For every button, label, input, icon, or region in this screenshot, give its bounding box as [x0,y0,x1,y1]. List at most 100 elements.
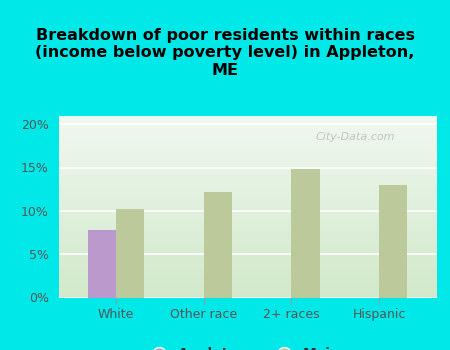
Bar [58,229,436,230]
Bar [58,230,436,231]
Bar [58,287,436,288]
Bar [58,136,436,137]
Bar [58,158,436,159]
Bar [58,242,436,243]
Bar [58,116,436,117]
Bar [116,209,144,298]
Bar [58,184,436,185]
Bar [58,294,436,295]
Bar [58,182,436,183]
Bar [58,166,436,167]
Bar [58,292,436,293]
Bar [58,173,436,174]
Bar [58,128,436,129]
Bar [58,282,436,283]
Bar [58,238,436,239]
Bar [58,256,436,257]
Bar [58,127,436,128]
Bar [58,236,436,237]
Bar [58,286,436,287]
Text: Breakdown of poor residents within races
(income below poverty level) in Appleto: Breakdown of poor residents within races… [35,28,415,78]
Bar [58,130,436,131]
Bar [58,252,436,253]
Bar [58,203,436,204]
Bar [58,161,436,162]
Bar [58,144,436,145]
Bar [58,147,436,148]
Bar [58,178,436,179]
Bar [58,190,436,191]
Bar [58,141,436,142]
Bar [58,167,436,168]
Bar [58,117,436,118]
Bar [203,192,232,298]
Bar [58,181,436,182]
Bar [58,261,436,262]
Bar [58,153,436,154]
Bar [58,119,436,120]
Bar [58,237,436,238]
Bar [58,263,436,264]
Bar [58,188,436,189]
Bar [58,160,436,161]
Bar [58,225,436,226]
Bar [58,174,436,175]
Bar [58,241,436,242]
Bar [58,120,436,121]
Bar [58,233,436,234]
Bar [58,296,436,298]
Bar [58,210,436,211]
Bar [58,235,436,236]
Bar [58,258,436,259]
Bar [58,123,436,124]
Bar [58,273,436,274]
Bar [58,251,436,252]
Bar [58,140,436,141]
Bar [58,264,436,265]
Bar [58,208,436,209]
Bar [58,253,436,254]
Bar [58,234,436,235]
Bar [58,212,436,213]
Bar [58,290,436,291]
Bar [58,215,436,216]
Bar [58,143,436,144]
Bar [58,164,436,166]
Bar [58,152,436,153]
Bar [58,148,436,149]
Bar [58,150,436,151]
Bar [58,218,436,219]
Bar [58,223,436,224]
Bar [58,133,436,134]
Bar [58,177,436,178]
Bar [58,126,436,127]
Bar [58,151,436,152]
Bar [58,194,436,195]
Bar [58,214,436,215]
Bar [58,265,436,266]
Bar [87,230,116,298]
Bar [58,162,436,163]
Bar [58,192,436,193]
Bar [58,240,436,241]
Bar [58,279,436,280]
Bar [58,187,436,188]
Bar [58,217,436,218]
Bar [58,175,436,176]
Bar [58,186,436,187]
Bar [58,124,436,125]
Bar [58,231,436,232]
Bar [58,211,436,212]
Bar [58,250,436,251]
Bar [58,171,436,172]
Bar [58,269,436,270]
Bar [58,122,436,123]
Bar [58,204,436,205]
Bar [58,195,436,196]
Bar [58,132,436,133]
Bar [58,274,436,275]
Bar [58,155,436,156]
Bar [58,163,436,164]
Bar [58,288,436,289]
Bar [58,125,436,126]
